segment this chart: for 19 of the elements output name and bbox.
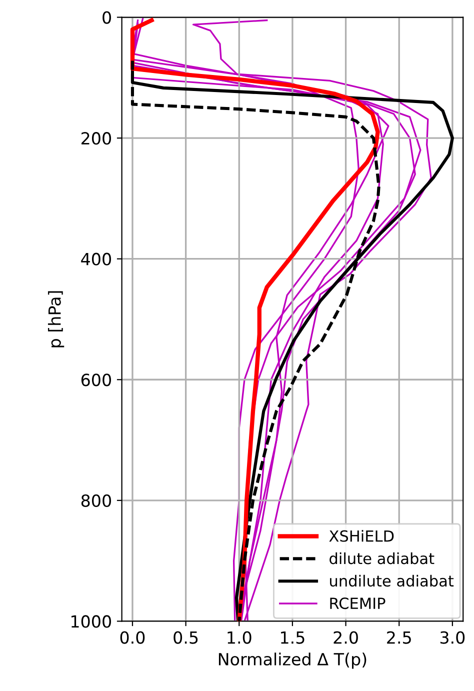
y-tick-label: 0 xyxy=(102,11,111,24)
x-tick-label: 1.0 xyxy=(228,631,252,644)
y-axis-title: p [hPa] xyxy=(48,291,64,348)
y-tick-label: 1000 xyxy=(72,615,111,628)
x-axis-title: Normalized Δ T(p) xyxy=(218,652,366,669)
x-tick-label: 0.5 xyxy=(174,631,198,644)
x-tick-label: 2.0 xyxy=(334,631,358,644)
y-tick-label: 200 xyxy=(82,132,111,145)
x-tick-label: 3.0 xyxy=(440,631,465,644)
x-tick-label: 2.5 xyxy=(387,631,411,644)
y-tick-label: 400 xyxy=(81,252,111,266)
legend-label: XSHiELD xyxy=(329,530,394,542)
x-tick-label: 0.0 xyxy=(120,631,145,644)
y-tick-label: 800 xyxy=(81,494,111,507)
legend-label: undilute adiabat xyxy=(330,574,454,587)
legend-label: dilute adiabat xyxy=(330,552,434,564)
legend-label: RCEMIP xyxy=(330,598,386,610)
y-tick-label: 600 xyxy=(81,374,111,386)
x-tick-label: 1.5 xyxy=(281,631,304,644)
